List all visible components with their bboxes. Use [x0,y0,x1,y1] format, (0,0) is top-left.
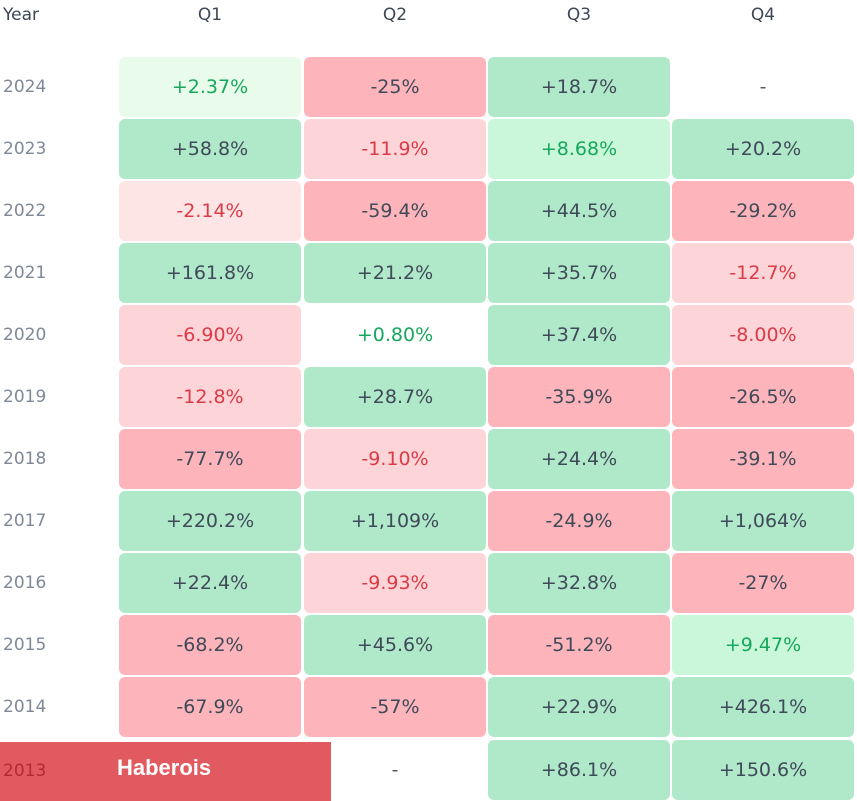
return-cell: +32.8% [488,553,670,613]
return-cell: +20.2% [672,119,854,179]
return-cell: -2.14% [119,181,301,241]
return-cell: +150.6% [672,740,854,800]
return-cell: +37.4% [488,305,670,365]
row-year-label: 2014 [3,697,47,717]
brand-banner: 2013 Haberois [0,742,331,801]
return-cell: -9.10% [304,429,486,489]
return-cell: +86.1% [488,740,670,800]
return-cell: +28.7% [304,367,486,427]
q3-column-header: Q3 [566,5,592,25]
return-cell: +58.8% [119,119,301,179]
return-cell: -51.2% [488,615,670,675]
return-cell: -12.8% [119,367,301,427]
return-cell: +9.47% [672,615,854,675]
row-year-label: 2022 [3,201,47,221]
brand-name: Haberois [117,755,212,780]
row-year-label: 2018 [3,449,47,469]
return-cell: -12.7% [672,243,854,303]
return-cell: +8.68% [488,119,670,179]
return-cell: -25% [304,57,486,117]
return-cell: -26.5% [672,367,854,427]
return-cell: +2.37% [119,57,301,117]
return-cell: +22.9% [488,677,670,737]
return-cell: +21.2% [304,243,486,303]
return-cell: -27% [672,553,854,613]
row-year-label: 2013 [3,761,47,781]
return-cell: +35.7% [488,243,670,303]
year-column-header: Year [3,5,39,25]
row-year-label: 2019 [3,387,47,407]
return-cell: +1,064% [672,491,854,551]
return-cell: +24.4% [488,429,670,489]
return-cell: +220.2% [119,491,301,551]
row-year-label: 2021 [3,263,47,283]
return-cell: +22.4% [119,553,301,613]
return-cell: -35.9% [488,367,670,427]
return-cell: -59.4% [304,181,486,241]
q2-column-header: Q2 [382,5,408,25]
return-cell: -29.2% [672,181,854,241]
return-cell: -6.90% [119,305,301,365]
return-cell: -57% [304,677,486,737]
return-cell: -77.7% [119,429,301,489]
return-cell: -67.9% [119,677,301,737]
return-cell: +1,109% [304,491,486,551]
return-cell: -39.1% [672,429,854,489]
row-year-label: 2017 [3,511,47,531]
return-cell: -24.9% [488,491,670,551]
return-cell: +18.7% [488,57,670,117]
row-year-label: 2020 [3,325,47,345]
return-cell: -68.2% [119,615,301,675]
return-cell: +45.6% [304,615,486,675]
return-cell: +0.80% [356,324,434,346]
return-cell: +44.5% [488,181,670,241]
q1-column-header: Q1 [197,5,223,25]
row-year-label: 2024 [3,77,47,97]
row-year-label: 2015 [3,635,47,655]
return-cell: - [759,76,767,98]
return-cell: +426.1% [672,677,854,737]
return-cell: - [391,759,399,781]
return-cell: +161.8% [119,243,301,303]
return-cell: -11.9% [304,119,486,179]
row-year-label: 2023 [3,139,47,159]
return-cell: -8.00% [672,305,854,365]
q4-column-header: Q4 [750,5,776,25]
row-year-label: 2016 [3,573,47,593]
return-cell: -9.93% [304,553,486,613]
